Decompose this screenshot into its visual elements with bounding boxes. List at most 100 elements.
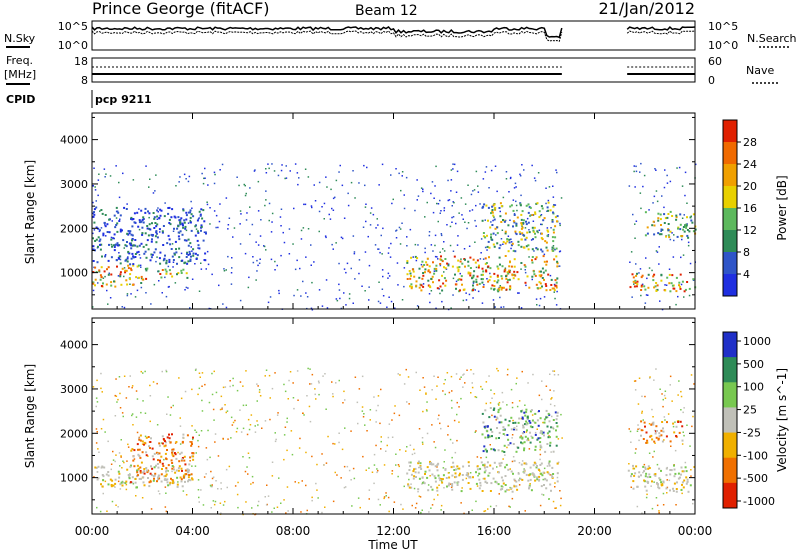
echo-speck [239, 210, 242, 212]
echo-cell [100, 243, 103, 246]
echo-cell [148, 481, 151, 484]
echo-speck [552, 185, 554, 187]
echo-speck [249, 187, 251, 189]
echo-speck [455, 222, 457, 225]
echo-speck [378, 248, 380, 250]
echo-cell [97, 465, 100, 468]
velocity-cbar-tick-label: 25 [743, 404, 757, 417]
echo-speck [416, 305, 419, 307]
echo-cell [152, 212, 155, 214]
echo-speck [517, 292, 519, 294]
echo-cell [497, 287, 500, 290]
echo-speck [390, 174, 392, 176]
echo-speck [683, 407, 685, 409]
echo-cell [131, 481, 134, 484]
echo-cell [482, 450, 485, 453]
echo-cell [510, 487, 513, 490]
echo-speck [132, 424, 134, 426]
echo-speck [638, 272, 640, 274]
echo-speck [106, 510, 108, 512]
echo-cell [122, 239, 125, 242]
echo-cell [514, 421, 517, 424]
echo-cell [482, 232, 485, 234]
echo-cell [102, 234, 105, 237]
echo-speck [462, 374, 464, 376]
echo-cell [507, 272, 510, 275]
echo-cell [460, 275, 463, 278]
echo-speck [280, 254, 282, 257]
echo-cell [467, 271, 470, 274]
echo-cell [505, 463, 508, 466]
echo-cell [516, 271, 519, 274]
echo-speck [511, 402, 514, 404]
echo-speck [382, 275, 384, 278]
echo-speck [316, 463, 318, 466]
echo-speck [494, 165, 497, 167]
echo-speck [524, 510, 526, 512]
echo-speck [352, 170, 354, 172]
echo-cell [103, 466, 106, 469]
x-axis-ticks: 00:00 04:00 08:00 12:00 16:00 20:00 00:00 [75, 113, 712, 538]
echo-cell [119, 214, 122, 217]
echo-speck [118, 252, 120, 254]
echo-cell [523, 462, 526, 465]
echo-speck [341, 184, 344, 187]
echo-speck [258, 389, 261, 391]
echo-speck [140, 266, 142, 268]
echo-speck [520, 194, 522, 197]
echo-speck [178, 377, 180, 379]
echo-cell [131, 239, 133, 242]
echo-cell [541, 277, 544, 279]
echo-cell [498, 421, 501, 424]
echo-cell [478, 264, 480, 267]
echo-speck [368, 498, 370, 500]
echo-cell [448, 476, 451, 479]
echo-speck [440, 504, 443, 507]
echo-speck [379, 422, 381, 425]
echo-cell [494, 206, 497, 209]
echo-cell [538, 210, 541, 213]
echo-speck [460, 502, 462, 504]
echo-speck [234, 419, 236, 422]
echo-cell [157, 270, 160, 273]
echo-speck [472, 373, 475, 375]
echo-speck [456, 170, 459, 173]
echo-cell [184, 469, 187, 472]
echo-cell [153, 251, 156, 254]
echo-speck [165, 295, 168, 298]
echo-speck [318, 289, 321, 291]
echo-speck [406, 236, 408, 238]
echo-cell [117, 470, 120, 473]
echo-speck [509, 219, 511, 221]
echo-speck [652, 202, 654, 204]
echo-speck [377, 498, 380, 501]
echo-speck [381, 163, 384, 166]
echo-speck [249, 233, 251, 236]
power-cbar-tick-label: 28 [743, 136, 757, 149]
echo-speck [504, 434, 506, 436]
echo-speck [669, 384, 671, 386]
echo-cell [139, 456, 142, 459]
echo-cell [556, 414, 559, 417]
echo-speck [195, 452, 197, 454]
echo-speck [387, 277, 389, 279]
echo-cell [649, 435, 652, 438]
echo-speck [256, 383, 258, 385]
echo-cell [455, 283, 458, 286]
echo-cell [430, 461, 433, 464]
echo-cell [488, 416, 491, 419]
echo-cell [514, 230, 517, 233]
echo-speck [152, 381, 155, 383]
echo-cell [179, 452, 182, 455]
echo-cell [420, 284, 423, 287]
echo-speck [251, 475, 254, 478]
echo-cell [115, 259, 118, 262]
echo-cell [128, 473, 131, 476]
echo-cell [484, 481, 487, 484]
echo-cell [654, 285, 657, 288]
echo-speck [245, 501, 247, 503]
echo-cell [412, 470, 415, 473]
echo-cell [630, 473, 633, 476]
echo-cell [523, 447, 526, 450]
echo-cell [434, 480, 437, 483]
